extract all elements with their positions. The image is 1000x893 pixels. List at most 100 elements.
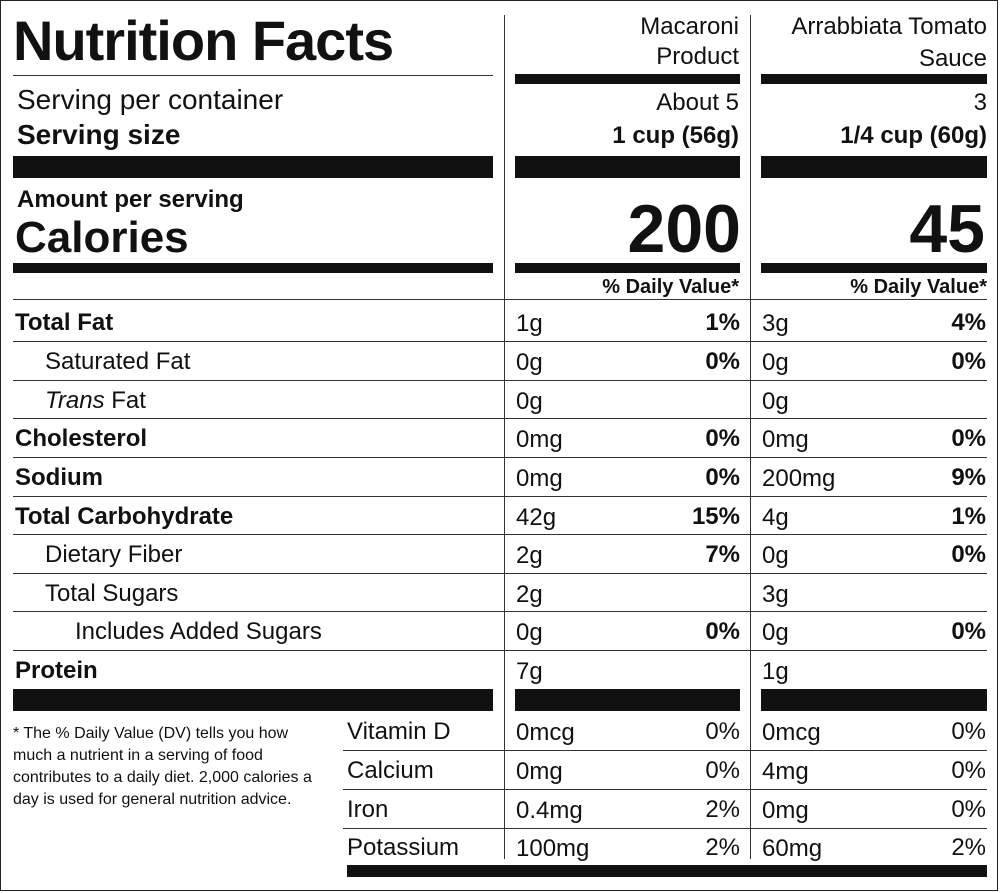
product2-name-line2: Sauce — [918, 45, 987, 72]
product2-amount-potassium: 60mg — [762, 835, 823, 862]
product2-amount-dietary-fiber: 0g — [762, 542, 789, 569]
calories-label: Calories — [15, 213, 189, 262]
product1-dv-added-sugars: 0% — [705, 618, 740, 645]
product1-amount-dietary-fiber: 2g — [516, 542, 543, 569]
product1-dv-cholesterol: 0% — [705, 425, 740, 452]
vitamin-name-iron: Iron — [347, 796, 389, 823]
product2-calories: 45 — [909, 191, 985, 267]
row-divider — [13, 457, 987, 458]
thick-rule-protein — [13, 689, 493, 711]
product1-calories: 200 — [627, 191, 741, 267]
product2-servings: 3 — [973, 89, 987, 116]
product1-amount-added-sugars: 0g — [516, 619, 543, 646]
nutrient-name-sodium: Sodium — [15, 464, 103, 491]
product1-dv-calcium: 0% — [705, 757, 740, 784]
product2-amount-iron: 0mg — [762, 797, 809, 824]
product2-amount-total-carbohydrate: 4g — [762, 504, 789, 531]
nutrient-name-total-sugars: Total Sugars — [45, 580, 179, 607]
product1-dv-iron: 2% — [705, 796, 740, 823]
product1-name-line1: Macaroni — [640, 13, 739, 40]
trans-italic: Trans — [45, 387, 105, 414]
product2-amount-total-fat: 3g — [762, 310, 789, 337]
row-divider — [13, 534, 987, 535]
vitamin-name-vitamin-d: Vitamin D — [347, 718, 451, 745]
product2-dv-cholesterol: 0% — [951, 425, 986, 452]
product1-amount-potassium: 100mg — [516, 835, 590, 862]
product2-amount-saturated-fat: 0g — [762, 349, 789, 376]
product1-rule-calories — [515, 263, 740, 273]
column-divider-2 — [750, 15, 751, 859]
product2-amount-cholesterol: 0mg — [762, 426, 809, 453]
product1-dv-dietary-fiber: 7% — [705, 541, 740, 568]
product1-amount-total-carbohydrate: 42g — [516, 504, 557, 531]
column-divider-1 — [504, 15, 505, 859]
product1-dv-sodium: 0% — [705, 464, 740, 491]
product2-dv-iron: 0% — [951, 796, 986, 823]
product1-name-line2: Product — [656, 43, 739, 70]
product1-dv-total-fat: 1% — [705, 309, 740, 336]
product2-dv-potassium: 2% — [951, 834, 986, 861]
product2-amount-total-sugars: 3g — [762, 581, 789, 608]
row-divider — [13, 573, 987, 574]
nutrient-name-total-fat: Total Fat — [15, 309, 114, 336]
product2-dv-header: % Daily Value* — [850, 276, 987, 298]
product2-thick-rule — [761, 156, 987, 178]
product2-rule-calories — [761, 263, 987, 273]
product1-dv-saturated-fat: 0% — [705, 348, 740, 375]
vitamin-name-calcium: Calcium — [347, 757, 434, 784]
serving-size-label: Serving size — [17, 119, 181, 150]
product2-amount-added-sugars: 0g — [762, 619, 789, 646]
product1-rule-name — [515, 74, 740, 84]
product1-amount-protein: 7g — [516, 658, 543, 685]
rule-dv — [13, 299, 987, 300]
row-divider — [13, 341, 987, 342]
product2-dv-total-fat: 4% — [951, 309, 986, 336]
product2-dv-total-carbohydrate: 1% — [951, 503, 986, 530]
product2-amount-vitamin-d: 0mcg — [762, 719, 821, 746]
label-title: Nutrition Facts — [13, 9, 394, 72]
product1-amount-total-fat: 1g — [516, 310, 543, 337]
product1-amount-iron: 0.4mg — [516, 797, 583, 824]
nutrient-name-total-carbohydrate: Total Carbohydrate — [15, 503, 234, 530]
product2-amount-calcium: 4mg — [762, 758, 809, 785]
vitamin-row-divider — [343, 750, 987, 751]
footnote: * The % Daily Value (DV) tells you how m… — [13, 725, 312, 808]
product1-servings: About 5 — [656, 89, 739, 116]
product1-amount-total-sugars: 2g — [516, 581, 543, 608]
row-divider — [13, 418, 987, 419]
row-divider — [13, 496, 987, 497]
product2-dv-vitamin-d: 0% — [951, 718, 986, 745]
product2-amount-sodium: 200mg — [762, 465, 836, 492]
product1-amount-cholesterol: 0mg — [516, 426, 563, 453]
product2-dv-sodium: 9% — [951, 464, 986, 491]
product2-serving-size: 1/4 cup (60g) — [840, 122, 987, 149]
row-divider — [13, 380, 987, 381]
bottom-rule — [347, 865, 987, 877]
product1-serving-size: 1 cup (56g) — [612, 122, 739, 149]
row-divider — [13, 650, 987, 651]
product1-dv-vitamin-d: 0% — [705, 718, 740, 745]
product1-thick-rule — [515, 156, 740, 178]
product1-amount-trans-fat: 0g — [516, 388, 543, 415]
title-rule — [13, 75, 493, 76]
product1-dv-potassium: 2% — [705, 834, 740, 861]
product1-amount-vitamin-d: 0mcg — [516, 719, 575, 746]
product1-dv-header: % Daily Value* — [602, 276, 739, 298]
product1-amount-calcium: 0mg — [516, 758, 563, 785]
vitamin-name-potassium: Potassium — [347, 834, 460, 861]
product2-name-line1: Arrabbiata Tomato — [791, 13, 987, 40]
trans-rest: Fat — [104, 387, 146, 414]
product1-amount-sodium: 0mg — [516, 465, 563, 492]
product1-thick-rule-protein — [515, 689, 740, 711]
nutrient-name-dietary-fiber: Dietary Fiber — [45, 541, 183, 568]
nutrient-name-trans-fat: Trans Fat — [45, 387, 146, 415]
product2-dv-dietary-fiber: 0% — [951, 541, 986, 568]
product2-thick-rule-protein — [761, 689, 987, 711]
product2-dv-added-sugars: 0% — [951, 618, 986, 645]
nutrient-name-protein: Protein — [15, 657, 98, 684]
product2-rule-name — [761, 74, 987, 84]
medium-rule-calories — [13, 263, 493, 273]
product1-amount-saturated-fat: 0g — [516, 349, 543, 376]
thick-rule-serving — [13, 156, 493, 178]
